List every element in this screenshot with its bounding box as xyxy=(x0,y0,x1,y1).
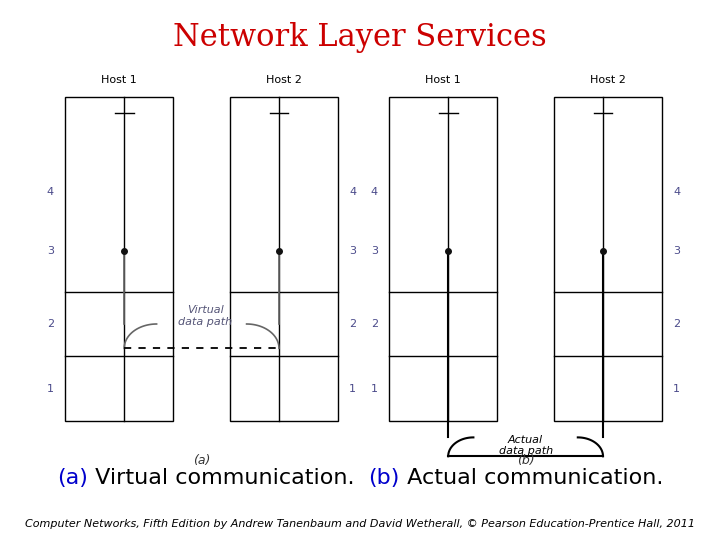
Text: 3: 3 xyxy=(47,246,54,256)
Text: 4: 4 xyxy=(349,187,356,197)
Text: 2: 2 xyxy=(47,319,54,329)
Text: Host 2: Host 2 xyxy=(266,75,302,85)
Text: 3: 3 xyxy=(349,246,356,256)
Text: 4: 4 xyxy=(673,187,680,197)
Text: 2: 2 xyxy=(673,319,680,329)
Text: Computer Networks, Fifth Edition by Andrew Tanenbaum and David Wetherall, © Pear: Computer Networks, Fifth Edition by Andr… xyxy=(25,519,695,529)
Text: Network Layer Services: Network Layer Services xyxy=(173,22,547,52)
Text: Host 1: Host 1 xyxy=(101,75,137,85)
Text: (a): (a) xyxy=(193,454,210,467)
Text: 4: 4 xyxy=(371,187,378,197)
Text: 1: 1 xyxy=(673,384,680,394)
Text: 1: 1 xyxy=(349,384,356,394)
Text: Virtual
data path: Virtual data path xyxy=(178,305,233,327)
Text: Virtual communication.: Virtual communication. xyxy=(88,468,369,488)
Text: Host 1: Host 1 xyxy=(425,75,461,85)
Text: 1: 1 xyxy=(371,384,378,394)
Text: Host 2: Host 2 xyxy=(590,75,626,85)
Text: Actual
data path: Actual data path xyxy=(498,435,553,456)
Text: 3: 3 xyxy=(673,246,680,256)
Text: (b): (b) xyxy=(517,454,534,467)
Text: 2: 2 xyxy=(371,319,378,329)
Text: 3: 3 xyxy=(371,246,378,256)
Text: (a): (a) xyxy=(57,468,88,488)
Text: 1: 1 xyxy=(47,384,54,394)
Text: Actual communication.: Actual communication. xyxy=(400,468,663,488)
Text: 4: 4 xyxy=(47,187,54,197)
Text: 2: 2 xyxy=(349,319,356,329)
Text: (b): (b) xyxy=(369,468,400,488)
